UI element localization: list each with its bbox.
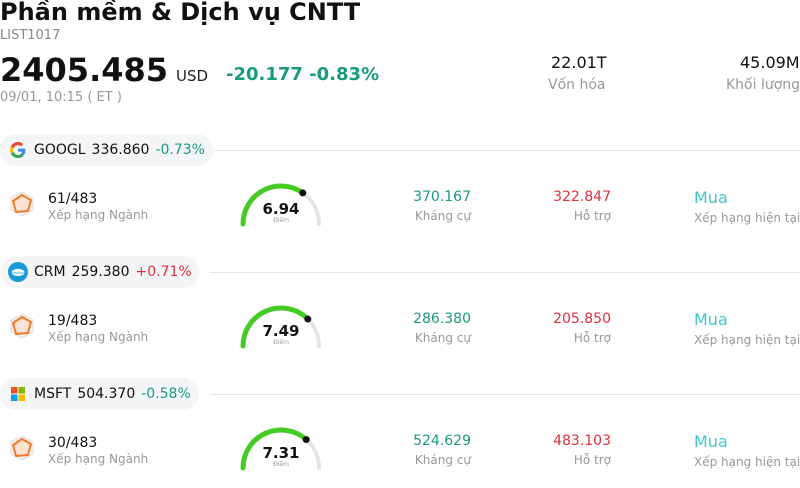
- resistance-value: 524.629: [413, 433, 471, 449]
- stock-chip-googl[interactable]: GOOGL 336.860 -0.73%: [0, 134, 213, 166]
- stock-change: -0.58%: [141, 386, 191, 402]
- score-gauge: [238, 180, 324, 230]
- score-value: 7.31: [262, 444, 300, 462]
- resistance-label: Kháng cự: [414, 209, 471, 223]
- industry-rank-icon: [8, 312, 36, 340]
- market-cap-label: Vốn hóa: [548, 77, 606, 93]
- row-divider: [210, 150, 800, 151]
- svg-text:salesforce: salesforce: [9, 271, 28, 275]
- index-price: 2405.485: [0, 51, 169, 89]
- index-code: LIST1017: [0, 28, 61, 43]
- resistance-label: Kháng cự: [414, 453, 471, 467]
- support-value: 322.847: [553, 189, 611, 205]
- rating-label: Xếp hạng hiện tại: [694, 333, 800, 347]
- market-cap-value: 22.01T: [551, 53, 607, 72]
- salesforce-icon: salesforce: [8, 262, 28, 282]
- stock-price: 336.860: [91, 142, 150, 158]
- rating-value: Mua: [694, 432, 728, 451]
- currency-label: USD: [176, 67, 209, 85]
- industry-rank-value: 30/483: [48, 435, 98, 451]
- page-title: Phần mềm & Dịch vụ CNTT: [0, 0, 361, 26]
- microsoft-icon: [8, 384, 28, 404]
- industry-rank-label: Xếp hạng Ngành: [48, 330, 149, 344]
- industry-rank-label: Xếp hạng Ngành: [48, 452, 149, 466]
- score-value: 6.94: [262, 200, 300, 218]
- volume-value: 45.09M: [740, 53, 800, 72]
- industry-rank-value: 61/483: [48, 191, 98, 207]
- score-value: 7.49: [262, 322, 300, 340]
- support-label: Hỗ trợ: [573, 453, 611, 467]
- score-label: Điểm: [273, 461, 289, 468]
- timestamp: 09/01, 10:15 ( ET ): [0, 90, 122, 105]
- support-label: Hỗ trợ: [573, 331, 611, 345]
- row-divider: [210, 272, 800, 273]
- google-icon: [8, 140, 28, 160]
- score-label: Điểm: [273, 339, 289, 346]
- resistance-value: 286.380: [413, 311, 471, 327]
- stock-price: 504.370: [77, 386, 136, 402]
- industry-rank-icon: [8, 190, 36, 218]
- industry-rank-label: Xếp hạng Ngành: [48, 208, 149, 222]
- support-value: 205.850: [553, 311, 611, 327]
- stock-chip-crm[interactable]: salesforce CRM 259.380 +0.71%: [0, 256, 200, 288]
- industry-rank-icon: [8, 434, 36, 462]
- index-change: -20.177 -0.83%: [226, 64, 380, 85]
- stock-change: -0.73%: [155, 142, 205, 158]
- volume-label: Khối lượng: [726, 77, 800, 93]
- stock-price: 259.380: [71, 264, 130, 280]
- stock-ticker: GOOGL: [34, 142, 86, 158]
- rating-label: Xếp hạng hiện tại: [694, 455, 800, 469]
- stock-chip-msft[interactable]: MSFT 504.370 -0.58%: [0, 378, 199, 410]
- row-divider: [210, 394, 800, 395]
- stock-change: +0.71%: [135, 264, 192, 280]
- resistance-label: Kháng cự: [414, 331, 471, 345]
- stock-ticker: MSFT: [34, 386, 72, 402]
- score-gauge: [238, 302, 324, 352]
- score-gauge: [238, 424, 324, 474]
- rating-label: Xếp hạng hiện tại: [694, 211, 800, 225]
- support-label: Hỗ trợ: [573, 209, 611, 223]
- resistance-value: 370.167: [413, 189, 471, 205]
- score-label: Điểm: [273, 217, 289, 224]
- stock-ticker: CRM: [34, 264, 66, 280]
- industry-rank-value: 19/483: [48, 313, 98, 329]
- support-value: 483.103: [553, 433, 611, 449]
- rating-value: Mua: [694, 188, 728, 207]
- rating-value: Mua: [694, 310, 728, 329]
